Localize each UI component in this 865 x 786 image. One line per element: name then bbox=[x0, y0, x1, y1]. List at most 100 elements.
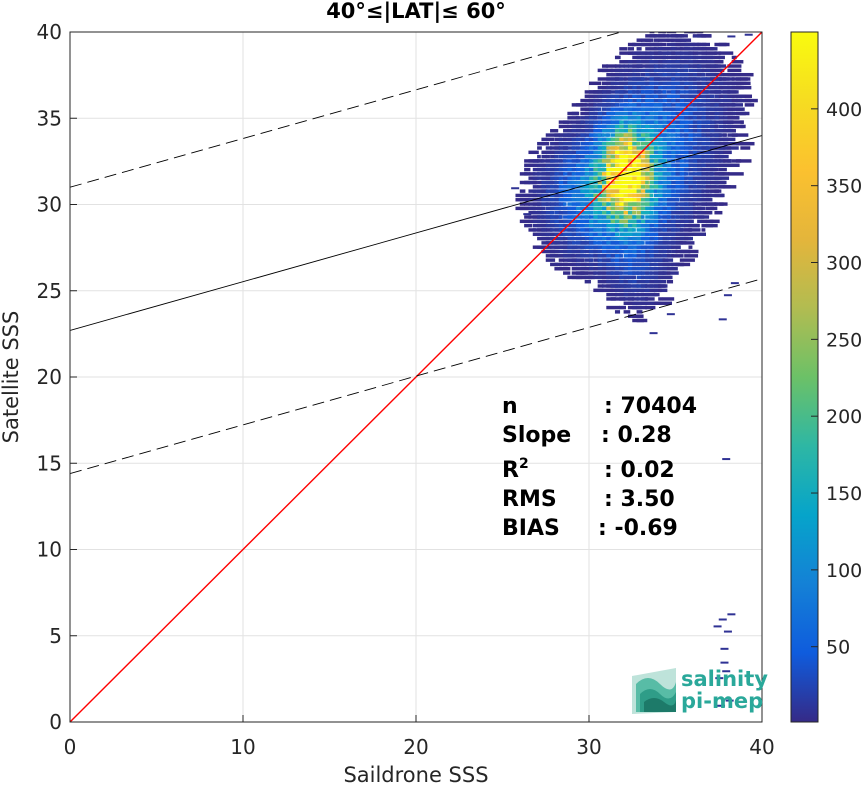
density-cell bbox=[567, 254, 575, 258]
density-cell bbox=[619, 254, 623, 258]
density-cell bbox=[684, 137, 692, 142]
density-cell bbox=[666, 137, 672, 142]
density-cell bbox=[671, 77, 676, 81]
density-cell bbox=[679, 133, 688, 137]
density-cell bbox=[701, 228, 706, 232]
density-cell bbox=[601, 202, 610, 206]
density-cell bbox=[632, 301, 645, 305]
density-cell bbox=[675, 129, 681, 133]
density-cell bbox=[601, 206, 608, 211]
density-cell bbox=[645, 198, 651, 202]
density-cell bbox=[653, 279, 662, 284]
density-cell bbox=[697, 163, 705, 167]
density-cell bbox=[645, 133, 653, 137]
density-cell bbox=[589, 210, 594, 215]
density-cell bbox=[692, 206, 701, 211]
density-cell bbox=[537, 245, 552, 249]
density-cell bbox=[597, 163, 604, 167]
density-cell bbox=[584, 176, 590, 180]
density-cell bbox=[558, 163, 566, 167]
density-cell bbox=[580, 198, 588, 202]
density-cell bbox=[580, 254, 589, 258]
density-cell bbox=[589, 262, 594, 267]
density-cell bbox=[593, 124, 601, 129]
density-cell bbox=[658, 284, 667, 288]
density-cell bbox=[653, 236, 660, 241]
density-cell bbox=[718, 146, 726, 150]
density-cell bbox=[554, 249, 559, 254]
density-cell bbox=[623, 98, 630, 103]
density-cell bbox=[623, 219, 630, 224]
density-cell bbox=[725, 699, 734, 702]
density-cell bbox=[571, 159, 580, 163]
density-cell bbox=[567, 236, 574, 241]
density-cell bbox=[632, 279, 640, 284]
density-cell bbox=[714, 51, 721, 55]
density-cell bbox=[532, 180, 538, 185]
density-cell bbox=[723, 172, 730, 176]
density-cell bbox=[675, 245, 681, 249]
density-cell bbox=[554, 206, 562, 211]
density-cell bbox=[679, 215, 686, 219]
density-cell bbox=[627, 271, 636, 275]
density-cell bbox=[636, 94, 644, 98]
density-cell bbox=[675, 198, 680, 202]
density-cell bbox=[593, 241, 601, 245]
density-cell bbox=[662, 167, 669, 172]
density-cell bbox=[666, 254, 671, 258]
density-cell bbox=[636, 51, 652, 55]
density-cell bbox=[571, 267, 588, 271]
density-cell bbox=[688, 202, 696, 206]
density-cell bbox=[563, 159, 568, 163]
density-cell bbox=[619, 129, 624, 133]
density-cell bbox=[662, 55, 667, 60]
density-cell bbox=[710, 64, 727, 68]
density-cell bbox=[645, 81, 653, 86]
density-cell bbox=[723, 137, 729, 142]
density-cell bbox=[688, 146, 693, 150]
density-cell bbox=[697, 176, 705, 180]
density-cell bbox=[523, 213, 532, 216]
density-cell bbox=[619, 47, 628, 51]
density-cell bbox=[632, 215, 637, 219]
density-cell bbox=[679, 193, 688, 198]
density-cell bbox=[645, 167, 651, 172]
density-cell bbox=[627, 42, 636, 47]
density-cell bbox=[623, 64, 630, 68]
density-cell bbox=[580, 223, 589, 228]
density-cell bbox=[692, 129, 698, 133]
density-cell bbox=[645, 154, 654, 159]
density-cell bbox=[675, 150, 680, 155]
density-cell bbox=[744, 94, 753, 98]
density-cell bbox=[666, 85, 676, 90]
stat-value: : 0.02 bbox=[604, 458, 675, 483]
density-cell bbox=[653, 254, 662, 258]
density-cell bbox=[658, 77, 663, 81]
density-cell bbox=[550, 232, 557, 236]
density-cell bbox=[675, 206, 684, 211]
density-cell bbox=[554, 159, 559, 163]
density-cell bbox=[576, 249, 582, 254]
density-cell bbox=[727, 35, 736, 38]
density-cell bbox=[692, 124, 702, 129]
density-cell bbox=[627, 141, 635, 146]
density-cell bbox=[679, 241, 695, 245]
density-cell bbox=[584, 262, 593, 267]
density-cell bbox=[537, 163, 546, 167]
density-cell bbox=[662, 116, 669, 120]
density-cell bbox=[601, 129, 609, 133]
density-cell bbox=[619, 297, 626, 301]
density-cell bbox=[593, 198, 601, 202]
density-cell bbox=[714, 210, 723, 215]
density-cell bbox=[640, 292, 645, 297]
density-cell bbox=[692, 77, 697, 81]
density-cell bbox=[597, 176, 602, 180]
density-cell bbox=[653, 210, 661, 215]
density-cell bbox=[580, 271, 597, 275]
density-cell bbox=[545, 159, 554, 163]
density-cell bbox=[524, 223, 533, 228]
density-cell bbox=[701, 206, 706, 211]
density-cell bbox=[679, 258, 695, 262]
density-cell bbox=[532, 185, 539, 189]
density-cell bbox=[537, 206, 543, 211]
